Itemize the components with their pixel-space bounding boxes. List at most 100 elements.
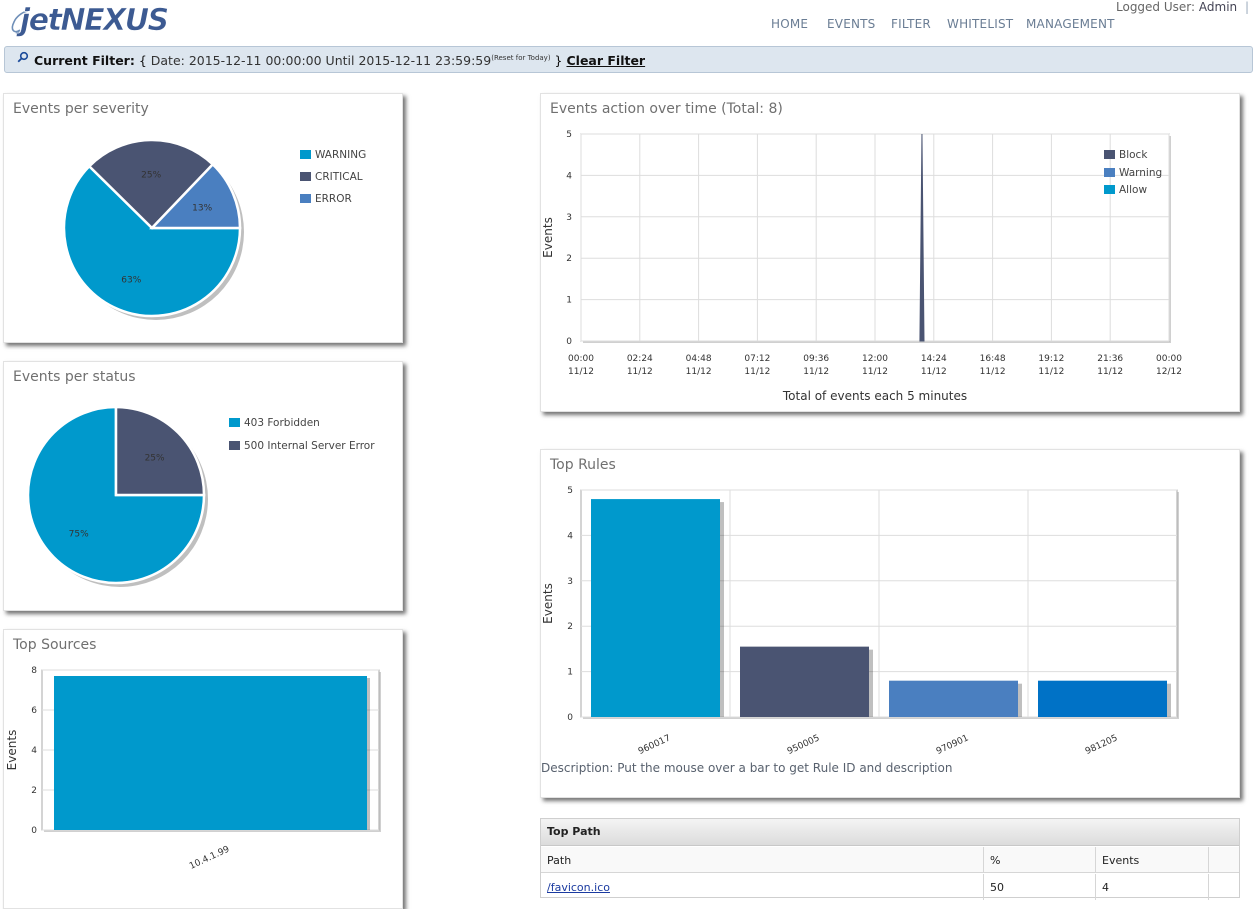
legend-swatch <box>300 150 311 159</box>
search-icon <box>17 51 29 66</box>
column-label: % <box>990 854 1001 867</box>
legend-label: 500 Internal Server Error <box>244 440 375 452</box>
x-tick-label: 950005 <box>786 733 821 757</box>
y-tick-label: 0 <box>566 337 572 347</box>
bar-970901 <box>889 680 1018 717</box>
x-tick-time: 00:00 <box>568 354 594 364</box>
table-row-path-cell: /favicon.ico <box>541 874 984 900</box>
legend-label: Warning <box>1119 167 1163 179</box>
slice-label: 63% <box>121 275 141 285</box>
legend-label: Block <box>1119 149 1148 161</box>
column-header-path[interactable]: Path <box>541 847 984 873</box>
y-tick-label: 2 <box>31 786 37 796</box>
nav-management[interactable]: MANAGEMENT <box>1026 17 1115 31</box>
legend-warning: WARNING <box>300 149 366 161</box>
nav-whitelist[interactable]: WHITELIST <box>947 17 1014 31</box>
x-tick-date: 11/12 <box>686 367 712 377</box>
y-tick-label: 5 <box>566 130 572 140</box>
x-tick-time: 14:24 <box>921 354 947 364</box>
legend-swatch <box>300 172 311 181</box>
legend-swatch <box>1104 185 1115 194</box>
current-filter-bar: Current Filter: { Date: 2015-12-11 00:00… <box>4 46 1253 73</box>
x-tick-date: 11/12 <box>803 367 829 377</box>
x-tick-date: 11/12 <box>980 367 1006 377</box>
legend-swatch <box>300 194 311 203</box>
top-sources-bar-chart: 0 2 4 6 8 10.4.1.99 Events <box>5 666 381 872</box>
logged-user-label: Logged User: <box>1116 0 1196 14</box>
y-tick-label: 0 <box>567 713 573 723</box>
y-tick-label: 4 <box>567 531 573 541</box>
actions-over-time-panel: Events action over time (Total: 8) 0 1 2 3 4… <box>540 93 1240 412</box>
y-tick-label: 0 <box>31 826 37 836</box>
slice-label: 75% <box>69 529 89 539</box>
y-tick-label: 1 <box>566 296 572 306</box>
top-path-title: Top Path <box>547 825 601 838</box>
logged-user-name[interactable]: Admin <box>1198 0 1238 14</box>
top-sources-title: Top Sources <box>13 637 97 653</box>
y-tick-label: 2 <box>566 254 572 264</box>
x-tick-date: 11/12 <box>744 367 770 377</box>
column-label: Path <box>547 854 572 867</box>
legend-label: Allow <box>1119 184 1148 196</box>
nav-events[interactable]: EVENTS <box>827 17 876 31</box>
separator: | <box>1244 0 1250 14</box>
path-link[interactable]: /favicon.ico <box>547 881 610 894</box>
bar-10.4.1.99 <box>54 676 367 830</box>
x-tick-date: 11/12 <box>627 367 653 377</box>
table-row-events-cell: 4 <box>1096 874 1209 900</box>
filter-date-range: Date: 2015-12-11 00:00:00 Until 2015-12-… <box>150 53 492 68</box>
nav-home[interactable]: HOME <box>771 17 809 31</box>
severity-panel: Events per severity 63% 25% 13% WARNING CR… <box>3 93 403 343</box>
pie-slice-error <box>149 162 242 230</box>
x-tick-time: 16:48 <box>980 354 1006 364</box>
x-tick-time: 19:12 <box>1038 354 1064 364</box>
legend-label: CRITICAL <box>315 171 363 183</box>
x-tick-time: 00:00 <box>1156 354 1182 364</box>
top-rules-title: Top Rules <box>550 457 616 473</box>
legend-label: WARNING <box>315 149 367 161</box>
y-axis-label: Events <box>541 217 555 258</box>
legend-block: Block <box>1104 149 1147 161</box>
x-tick-date: 11/12 <box>1097 367 1123 377</box>
status-title: Events per status <box>13 369 136 385</box>
x-axis-label: Total of events each 5 minutes <box>782 389 967 403</box>
legend-swatch <box>1104 150 1115 159</box>
x-tick-date: 11/12 <box>568 367 594 377</box>
x-tick-label: 960017 <box>637 733 672 757</box>
bar-960017 <box>591 499 720 717</box>
jetnexus-logo[interactable]: jetNEXUS <box>6 0 176 40</box>
legend-403: 403 Forbidden <box>229 417 320 429</box>
nav-filter[interactable]: FILTER <box>891 17 931 31</box>
y-axis-label: Events <box>5 730 19 771</box>
filter-label: Current Filter: <box>34 53 135 68</box>
main-nav: HOME EVENTS FILTER WHITELIST MANAGEMENT <box>0 17 1253 33</box>
filter-open-brace: { <box>138 53 147 68</box>
top-rules-panel: Top Rules 0 1 2 3 4 5 960017 950005 970901 981205… <box>540 449 1240 798</box>
legend-label: ERROR <box>315 193 352 205</box>
bar-950005 <box>740 646 869 717</box>
pie-slice-warning <box>62 164 242 318</box>
reset-for-today-link[interactable]: (Reset for Today) <box>491 54 551 62</box>
x-tick-label: 10.4.1.99 <box>188 844 231 871</box>
clear-filter-link[interactable]: Clear Filter <box>566 53 646 68</box>
column-header-events[interactable]: Events <box>1096 847 1209 873</box>
x-tick-date: 12/12 <box>1156 367 1182 377</box>
legend-swatch <box>1104 168 1115 177</box>
column-header-spacer <box>1209 847 1239 873</box>
y-tick-label: 5 <box>567 486 573 496</box>
x-tick-date: 11/12 <box>1038 367 1064 377</box>
column-header-percent[interactable]: % <box>984 847 1096 873</box>
logged-user-info: Logged User: Admin | Lo <box>1116 0 1253 14</box>
x-tick-date: 11/12 <box>862 367 888 377</box>
y-tick-label: 6 <box>31 706 37 716</box>
area-block <box>919 133 925 342</box>
x-tick-time: 02:24 <box>627 354 653 364</box>
legend-warning: Warning <box>1104 167 1162 179</box>
y-tick-label: 4 <box>31 746 37 756</box>
legend-error: ERROR <box>300 193 352 205</box>
x-tick-time: 09:36 <box>803 354 829 364</box>
legend-label: 403 Forbidden <box>244 417 320 429</box>
slice-label: 25% <box>145 453 165 463</box>
y-tick-label: 2 <box>567 622 573 632</box>
severity-pie-chart: 63% 25% 13% <box>62 138 244 320</box>
